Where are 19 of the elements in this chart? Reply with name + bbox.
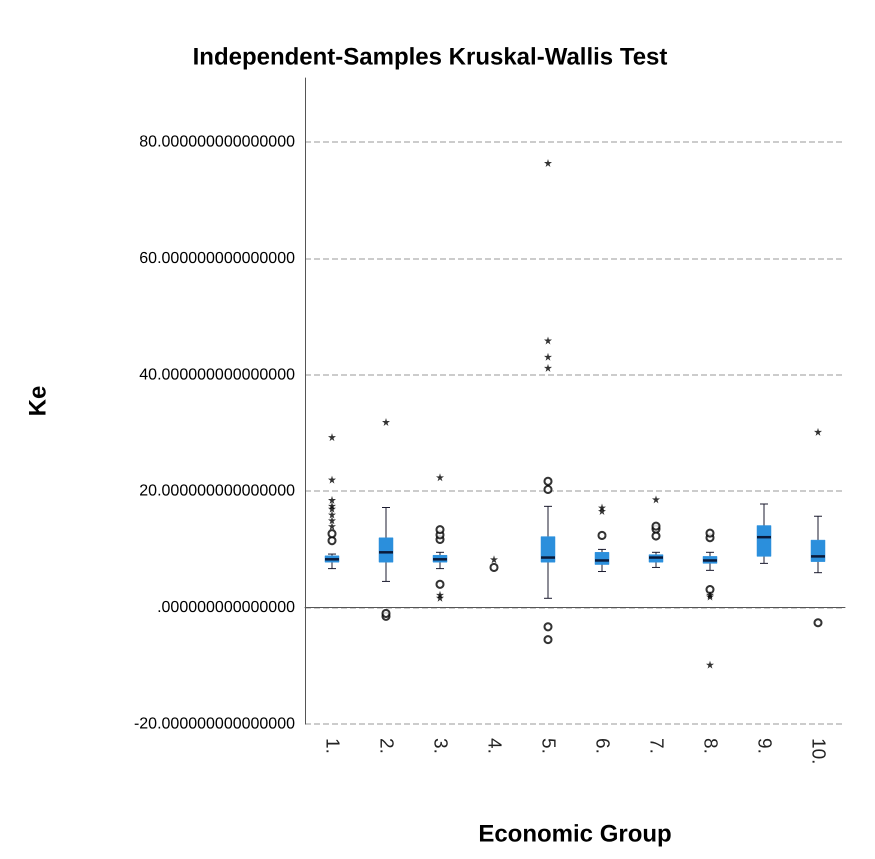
x-tick-label: 8.	[700, 738, 720, 754]
y-axis-title: Ke	[24, 386, 52, 416]
x-tick-label: 10.	[808, 738, 828, 764]
x-tick-label: 4.	[484, 738, 504, 754]
y-tick-label: -20.000000000000000	[134, 716, 296, 732]
x-tick-label: 9.	[754, 738, 774, 754]
y-tick-label: 60.000000000000000	[139, 250, 296, 267]
x-tick-label: 5.	[538, 738, 558, 754]
x-tick-label: 2.	[376, 738, 396, 754]
x-tick-label: 7.	[646, 738, 666, 754]
y-tick-label: 80.000000000000000	[139, 134, 296, 151]
x-tick-label: 3.	[430, 738, 450, 754]
y-tick-label: .000000000000000	[157, 599, 296, 616]
x-axis-title: Economic Group	[478, 820, 672, 848]
y-tick-label: 40.000000000000000	[139, 366, 296, 384]
x-tick-label: 1.	[322, 738, 342, 754]
y-tick-label: 20.000000000000000	[139, 482, 296, 500]
x-tick-label: 6.	[592, 738, 612, 754]
chart-title: Independent-Samples Kruskal-Wallis Test	[192, 44, 668, 70]
